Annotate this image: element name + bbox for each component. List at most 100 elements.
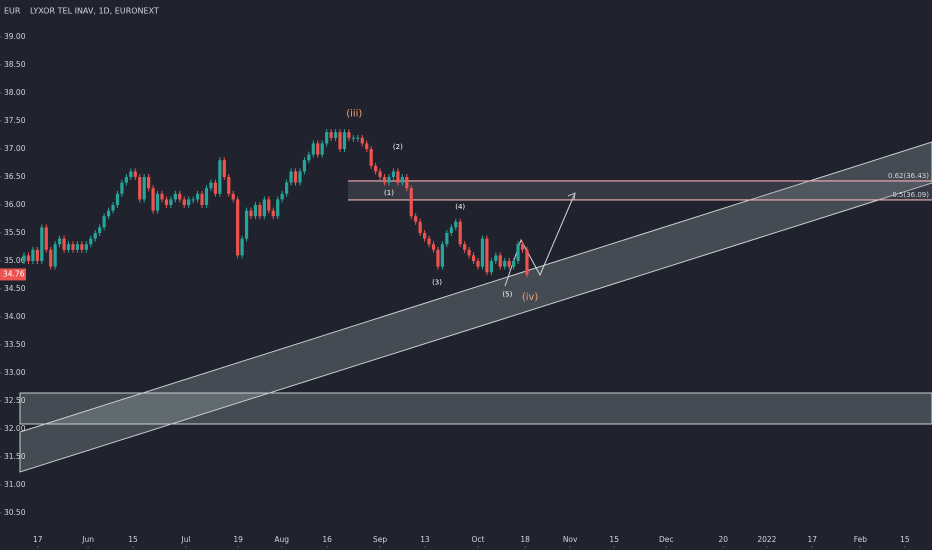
candle-body: [187, 199, 191, 205]
candle-body: [133, 171, 137, 177]
fib-zone: [348, 180, 932, 200]
candle-body: [338, 132, 342, 149]
y-tick-label: 33.50: [4, 340, 26, 349]
candle-body: [129, 171, 133, 177]
candle-body: [44, 227, 48, 250]
candle-body: [22, 255, 26, 261]
arrow-head: [567, 192, 576, 201]
y-tick-label: 34.00: [4, 312, 26, 321]
candle-body: [454, 221, 458, 228]
candle-body: [262, 199, 266, 217]
candle-body: [106, 210, 111, 217]
candle-body: [142, 177, 146, 200]
candle-body: [155, 193, 160, 211]
y-tick-label: 37.00: [4, 144, 26, 153]
x-tick-label: 2022: [757, 535, 776, 544]
candle-body: [138, 177, 142, 200]
candle-body: [369, 149, 373, 166]
candle-body: [271, 210, 275, 217]
candle-body: [516, 244, 520, 261]
candle-body: [365, 143, 369, 149]
candle-body: [440, 244, 444, 267]
x-tick-label: Aug: [274, 535, 289, 544]
y-tick-label: 32.00: [4, 424, 26, 433]
candle-body: [209, 182, 213, 189]
candle-body: [218, 160, 222, 194]
candle-body: [120, 182, 124, 194]
candle-body: [298, 171, 302, 183]
candle-body: [471, 255, 476, 261]
candle-body: [285, 182, 289, 194]
y-tick-label: 37.50: [4, 116, 26, 125]
last-price-box: [0, 268, 26, 281]
x-tick-label: 15: [609, 535, 619, 544]
candle-body: [325, 132, 329, 144]
candle-body: [35, 249, 39, 261]
fib-label: 0.62(36.43): [888, 172, 929, 180]
candle-body: [227, 177, 231, 194]
candle-body: [280, 193, 284, 200]
candle-body: [164, 199, 169, 205]
candle-body: [253, 205, 258, 217]
candle-body: [494, 255, 498, 261]
candle-body: [360, 137, 364, 144]
candle-body: [431, 244, 436, 250]
candle-body: [351, 137, 355, 139]
y-tick-label: 31.50: [4, 452, 26, 461]
x-tick-label: 19: [233, 535, 243, 544]
candle-body: [66, 244, 71, 250]
candle-body: [267, 199, 271, 211]
candle-body: [503, 261, 507, 267]
candle-body: [427, 238, 431, 245]
candle-body: [169, 199, 173, 205]
candle-body: [378, 171, 382, 177]
candle-body: [396, 171, 400, 183]
candle-body: [195, 193, 200, 200]
y-tick-label: 39.00: [4, 32, 26, 41]
candle-body: [276, 199, 280, 217]
x-tick-label: 16: [322, 535, 332, 544]
candle-body: [26, 255, 31, 261]
candle-body: [178, 193, 182, 200]
candle-body: [498, 255, 502, 267]
candle-body: [489, 261, 493, 273]
y-tick-label: 33.00: [4, 368, 26, 377]
candle-body: [80, 244, 84, 250]
candle-body: [356, 137, 360, 139]
wave-label: (1): [384, 189, 394, 197]
x-tick-label: Feb: [854, 535, 868, 544]
candle-body: [102, 216, 106, 228]
support-zone: [19, 392, 932, 425]
candle-body: [525, 249, 529, 275]
candle-body: [244, 210, 249, 239]
candle-body: [289, 171, 293, 183]
x-tick-label: 17: [807, 535, 817, 544]
candle-body: [311, 143, 315, 155]
wave-label: (iv): [522, 292, 539, 303]
candle-body: [173, 193, 177, 200]
y-tick-label: 32.50: [4, 396, 26, 405]
x-tick-label: 18: [520, 535, 530, 544]
candle-body: [231, 193, 235, 200]
x-tick-label: 20: [718, 535, 728, 544]
candle-body: [302, 160, 307, 172]
x-tick-label: Sep: [373, 535, 387, 544]
candle-body: [520, 244, 525, 250]
candle-body: [391, 171, 396, 177]
y-tick-label: 36.50: [4, 172, 26, 181]
candle-body: [204, 188, 209, 205]
candle-body: [249, 210, 253, 217]
candle-body: [387, 177, 391, 183]
wave-label: (4): [455, 203, 465, 211]
candle-body: [31, 249, 35, 261]
candle-body: [71, 244, 75, 250]
chart-title: LYXOR TEL INAV, 1D, EURONEXT: [30, 7, 159, 16]
y-tick-label: 38.50: [4, 60, 26, 69]
candle-body: [409, 188, 413, 217]
candle-body: [512, 261, 516, 267]
y-tick-label: 38.00: [4, 88, 26, 97]
candle-body: [329, 132, 333, 138]
x-tick-label: 17: [33, 535, 43, 544]
candle-body: [84, 244, 88, 250]
